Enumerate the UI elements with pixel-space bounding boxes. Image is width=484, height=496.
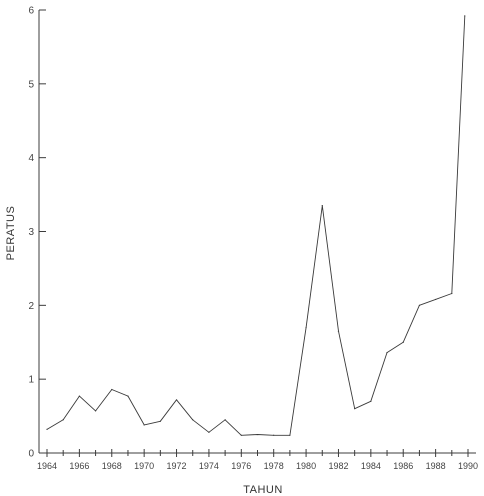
data-point — [94, 410, 97, 412]
x-tick-label: 1970 — [134, 461, 154, 471]
data-point — [273, 434, 275, 436]
y-tick-label: 3 — [28, 227, 34, 238]
x-tick-label: 1980 — [296, 461, 316, 471]
data-point — [46, 428, 48, 430]
data-point — [337, 330, 340, 332]
x-tick-label: 1982 — [328, 461, 348, 471]
data-point — [256, 433, 259, 436]
data-point — [354, 408, 356, 410]
x-tick-label: 1976 — [231, 461, 251, 471]
data-point — [159, 420, 161, 422]
data-point — [240, 434, 242, 436]
data-point — [402, 341, 404, 343]
x-tick-label: 1986 — [393, 461, 413, 471]
data-point — [224, 419, 226, 421]
x-tick-label: 1966 — [69, 461, 89, 471]
x-tick-label: 1990 — [458, 461, 478, 471]
x-tick-label: 1984 — [361, 461, 381, 471]
data-point — [111, 388, 113, 391]
data-point — [192, 419, 194, 421]
x-tick-label: 1964 — [37, 461, 57, 471]
y-axis: 0 1 2 3 4 5 6 — [28, 6, 46, 460]
data-point — [464, 15, 466, 17]
x-tick-label: 1974 — [199, 461, 219, 471]
y-tick-label: 1 — [28, 375, 34, 386]
x-tick-label: 1978 — [264, 461, 284, 471]
data-point — [127, 395, 129, 397]
data-point — [143, 424, 145, 426]
y-tick-label: 2 — [28, 301, 34, 312]
data-point — [370, 400, 372, 402]
x-tick-label: 1968 — [102, 461, 122, 471]
data-point — [386, 351, 388, 354]
x-axis: 1964 1966 1968 1970 1972 1974 1976 1978 1980 1982… — [37, 449, 478, 471]
data-point — [208, 431, 210, 433]
series-line — [46, 15, 466, 436]
data-point — [451, 292, 453, 295]
x-tick-label: 1972 — [167, 461, 187, 471]
data-point — [435, 298, 437, 301]
data-point — [418, 304, 421, 306]
y-tick-label: 6 — [28, 6, 34, 17]
data-point — [305, 326, 307, 329]
data-point — [175, 399, 178, 401]
y-tick-label: 0 — [28, 449, 34, 460]
data-point — [62, 419, 64, 421]
data-point — [289, 434, 291, 436]
data-point — [321, 205, 323, 207]
y-axis-title: PERATUS — [5, 206, 17, 261]
y-tick-label: 4 — [28, 153, 34, 164]
y-tick-label: 5 — [28, 79, 34, 90]
data-point — [78, 395, 80, 397]
x-tick-label: 1988 — [426, 461, 446, 471]
x-axis-title: TAHUN — [243, 484, 283, 496]
series-group — [46, 15, 466, 436]
